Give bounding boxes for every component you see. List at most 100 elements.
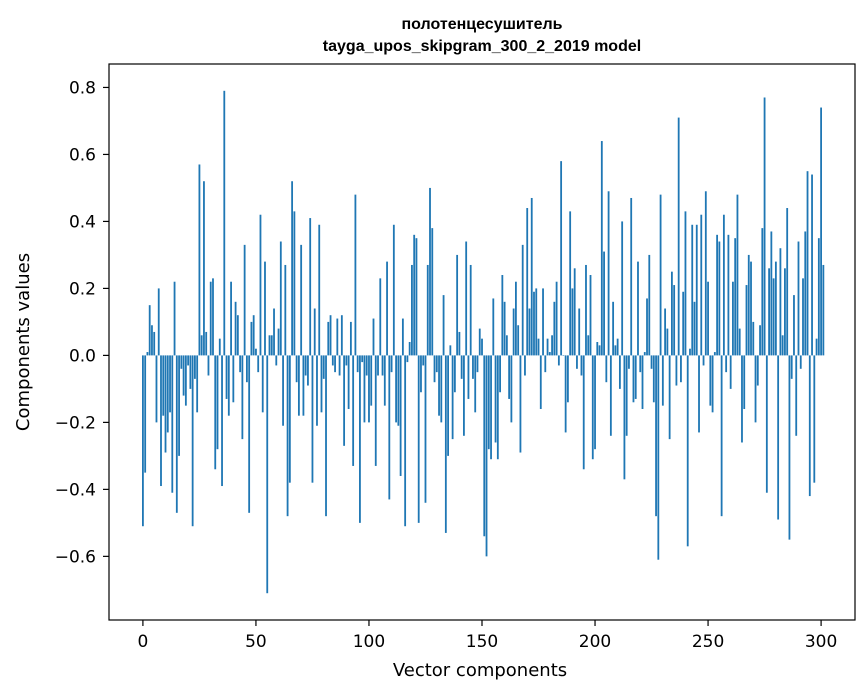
bar-227 (655, 355, 657, 517)
bar-8 (160, 355, 162, 487)
bar-144 (467, 355, 470, 399)
bar-77 (316, 355, 318, 426)
bar-183 (555, 281, 558, 356)
bar-14 (173, 281, 176, 356)
bar-155 (492, 298, 495, 356)
bar-270 (752, 321, 755, 356)
bar-15 (175, 355, 178, 513)
bar-92 (349, 321, 352, 356)
bar-68 (295, 355, 298, 383)
bar-122 (417, 355, 420, 523)
bar-207 (609, 355, 612, 436)
bar-235 (673, 285, 676, 356)
bar-93 (352, 355, 355, 466)
bar-179 (546, 338, 549, 356)
bar-264 (738, 328, 741, 356)
bar-203 (600, 141, 603, 356)
bar-211 (618, 355, 621, 389)
bar-134 (444, 355, 447, 533)
y-tick-label: 0.8 (69, 78, 96, 98)
bar-187 (564, 355, 567, 433)
bar-66 (291, 181, 294, 356)
bar-275 (763, 97, 766, 356)
bar-121 (415, 238, 418, 356)
bar-118 (408, 342, 411, 356)
bar-276 (765, 355, 768, 493)
bar-132 (440, 355, 443, 423)
bar-174 (535, 288, 538, 356)
bars-group (142, 90, 825, 594)
bar-160 (503, 301, 506, 356)
bar-51 (257, 355, 260, 373)
bar-100 (368, 355, 370, 423)
bar-128 (431, 228, 434, 356)
bar-69 (297, 355, 300, 416)
y-axis-ticks: −0.6 −0.4 −0.2 0.0 0.2 0.4 0.6 0.8 (55, 78, 109, 567)
bar-234 (670, 271, 673, 356)
bar-172 (530, 197, 533, 356)
bar-72 (304, 355, 307, 376)
bar-289 (795, 355, 798, 436)
bar-94 (354, 194, 357, 356)
bar-53 (261, 355, 264, 413)
x-tick-label: 300 (805, 632, 837, 652)
bar-185 (560, 161, 563, 356)
bar-133 (442, 295, 445, 356)
bar-6 (155, 355, 158, 423)
x-tick-label: 50 (245, 632, 267, 652)
bar-241 (686, 355, 689, 547)
bar-204 (603, 251, 605, 356)
bar-291 (799, 355, 802, 369)
bar-9 (162, 355, 165, 416)
bar-277 (768, 268, 770, 356)
bar-202 (598, 345, 601, 356)
bar-165 (515, 281, 517, 356)
bar-40 (232, 355, 235, 403)
bar-35 (221, 355, 223, 487)
bar-113 (397, 355, 400, 426)
bar-126 (426, 264, 429, 356)
bar-95 (356, 355, 359, 373)
bar-301 (822, 264, 825, 356)
bar-42 (236, 315, 239, 356)
bar-175 (537, 338, 540, 356)
bar-192 (576, 355, 578, 369)
bar-262 (734, 238, 737, 356)
bar-120 (413, 234, 416, 356)
bar-104 (377, 355, 379, 376)
bar-48 (250, 321, 253, 356)
bar-33 (216, 355, 219, 450)
x-tick-label: 100 (353, 632, 385, 652)
bar-71 (302, 355, 305, 416)
bar-158 (499, 355, 501, 393)
bar-67 (293, 211, 296, 356)
bar-50 (255, 348, 257, 356)
bar-114 (399, 355, 402, 476)
bar-141 (460, 355, 463, 379)
bar-45 (243, 244, 246, 356)
bar-119 (411, 264, 413, 356)
bar-159 (501, 275, 504, 356)
bar-4 (151, 325, 153, 356)
bar-201 (596, 342, 599, 356)
bar-215 (628, 355, 630, 369)
bar-60 (277, 328, 280, 356)
bar-28 (205, 331, 208, 356)
bar-47 (248, 355, 251, 513)
bar-259 (727, 234, 730, 356)
bar-281 (777, 355, 780, 520)
bar-143 (465, 241, 468, 356)
bar-205 (605, 355, 608, 383)
bar-163 (510, 355, 513, 423)
bar-223 (646, 298, 648, 356)
bar-12 (169, 355, 171, 413)
bar-299 (817, 238, 820, 356)
bar-166 (517, 325, 520, 356)
bar-22 (191, 355, 194, 527)
bar-30 (209, 281, 212, 356)
bar-125 (424, 355, 427, 503)
bar-266 (743, 355, 746, 409)
bar-41 (234, 301, 237, 356)
bar-124 (422, 355, 425, 366)
bar-83 (329, 315, 332, 356)
